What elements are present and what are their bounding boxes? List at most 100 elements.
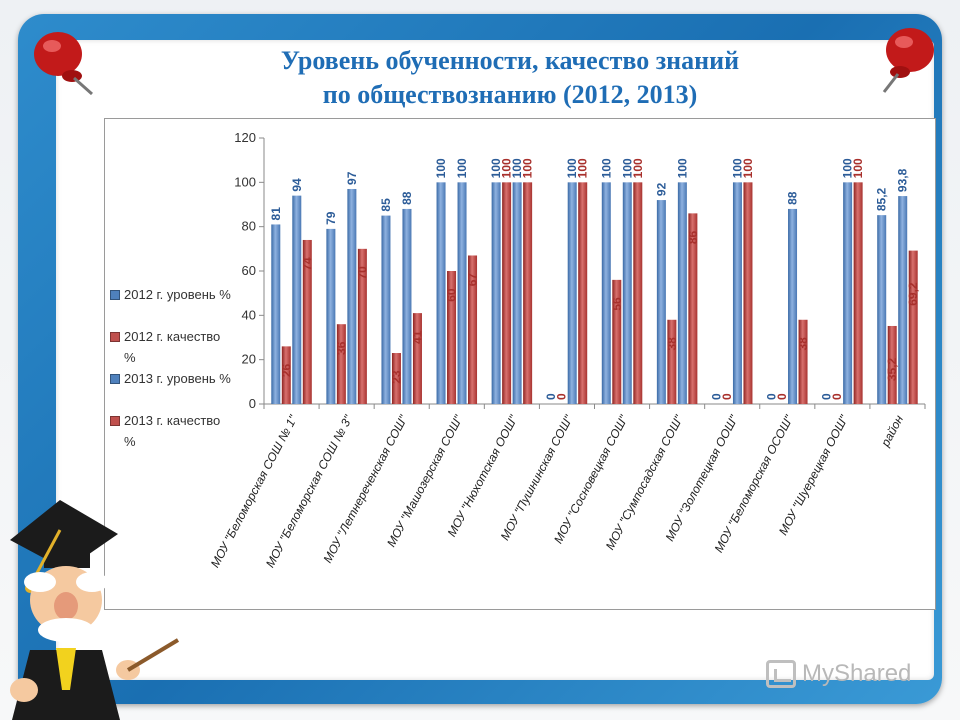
data-label: 0 — [820, 393, 834, 400]
y-tick-label: 20 — [242, 352, 256, 367]
data-label: 100 — [841, 158, 855, 178]
data-label: 0 — [830, 393, 844, 400]
bar — [743, 182, 753, 404]
bar — [567, 182, 577, 404]
bar — [336, 324, 346, 404]
bar — [271, 224, 281, 404]
data-label: 100 — [620, 158, 634, 178]
data-label: 0 — [555, 393, 569, 400]
bar — [688, 213, 698, 404]
bar — [677, 182, 687, 404]
legend-swatch — [110, 332, 120, 342]
bar — [887, 325, 897, 404]
bar — [853, 182, 863, 404]
data-label: 100 — [851, 158, 865, 178]
data-label: 41 — [410, 330, 424, 344]
bar — [667, 319, 677, 404]
bar — [326, 228, 336, 404]
data-label: 79 — [324, 211, 338, 225]
y-tick-label: 40 — [242, 307, 256, 322]
bar — [502, 182, 512, 404]
bar — [601, 182, 611, 404]
data-label: 100 — [565, 158, 579, 178]
data-label: 0 — [765, 393, 779, 400]
bar — [788, 208, 798, 404]
title-line-2: по обществознанию (2012, 2013) — [322, 80, 698, 109]
bar — [281, 346, 291, 404]
category-label: район — [878, 412, 907, 449]
bar — [877, 215, 887, 404]
legend-item: 2013 г. качество % — [108, 410, 234, 452]
data-label: 81 — [269, 207, 283, 221]
bar — [412, 313, 422, 404]
bar — [622, 182, 632, 404]
legend-item: 2013 г. уровень % — [108, 368, 234, 410]
page-title: Уровень обученности, качество знаний по … — [140, 44, 880, 112]
bar — [457, 182, 467, 404]
bar — [898, 196, 908, 404]
data-label: 100 — [675, 158, 689, 178]
legend-label: 2013 г. уровень % — [124, 371, 231, 386]
bar — [402, 208, 412, 404]
bar — [447, 271, 457, 404]
data-label: 100 — [599, 158, 613, 178]
data-label: 67 — [466, 273, 480, 287]
bar — [491, 182, 501, 404]
y-tick-label: 100 — [234, 174, 256, 189]
bar — [633, 182, 643, 404]
data-label: 88 — [786, 191, 800, 205]
data-label: 86 — [686, 230, 700, 244]
data-label: 0 — [720, 393, 734, 400]
legend-label: 2012 г. уровень % — [124, 287, 231, 302]
legend-swatch — [110, 290, 120, 300]
bar — [436, 182, 446, 404]
data-label: 38 — [796, 337, 810, 351]
watermark-text: MyShared — [802, 660, 912, 687]
data-label: 38 — [665, 337, 679, 351]
bar — [512, 182, 522, 404]
chart-legend: 2012 г. уровень % 2012 г. качество % 2013 … — [108, 284, 234, 452]
pushpin-left-icon — [34, 32, 93, 96]
data-label: 88 — [400, 191, 414, 205]
data-label: 92 — [654, 182, 668, 196]
data-label: 100 — [434, 158, 448, 178]
bar — [798, 319, 808, 404]
data-label: 94 — [290, 178, 304, 192]
data-label: 85,2 — [875, 187, 889, 211]
legend-swatch — [110, 416, 120, 426]
title-line-1: Уровень обученности, качество знаний — [280, 46, 740, 75]
data-label: 100 — [510, 158, 524, 178]
legend-item: 2012 г. уровень % — [108, 284, 234, 326]
data-label: 74 — [300, 257, 314, 271]
bar — [523, 182, 533, 404]
data-label: 26 — [279, 363, 293, 377]
legend-label: 2013 г. качество % — [124, 413, 221, 449]
y-tick-label: 60 — [242, 263, 256, 278]
data-label: 56 — [610, 297, 624, 311]
bar — [908, 250, 918, 404]
data-label: 100 — [730, 158, 744, 178]
data-label: 0 — [775, 393, 789, 400]
data-label: 100 — [500, 158, 514, 178]
legend-item: 2012 г. качество % — [108, 326, 234, 368]
data-label: 100 — [489, 158, 503, 178]
myshared-logo-icon — [766, 660, 796, 688]
bar — [578, 182, 588, 404]
bar — [612, 279, 622, 404]
data-label: 97 — [345, 171, 359, 185]
bar — [292, 195, 302, 404]
data-label: 100 — [631, 158, 645, 178]
data-label: 0 — [544, 393, 558, 400]
watermark: MyShared — [766, 656, 911, 692]
bar — [357, 248, 367, 404]
y-tick-label: 0 — [249, 396, 256, 411]
data-label: 0 — [709, 393, 723, 400]
legend-label: 2012 г. качество % — [124, 329, 221, 365]
data-label: 36 — [334, 341, 348, 355]
bar — [468, 255, 478, 404]
data-label: 60 — [445, 288, 459, 302]
bar — [732, 182, 742, 404]
bar — [843, 182, 853, 404]
data-label: 93,8 — [896, 168, 910, 192]
